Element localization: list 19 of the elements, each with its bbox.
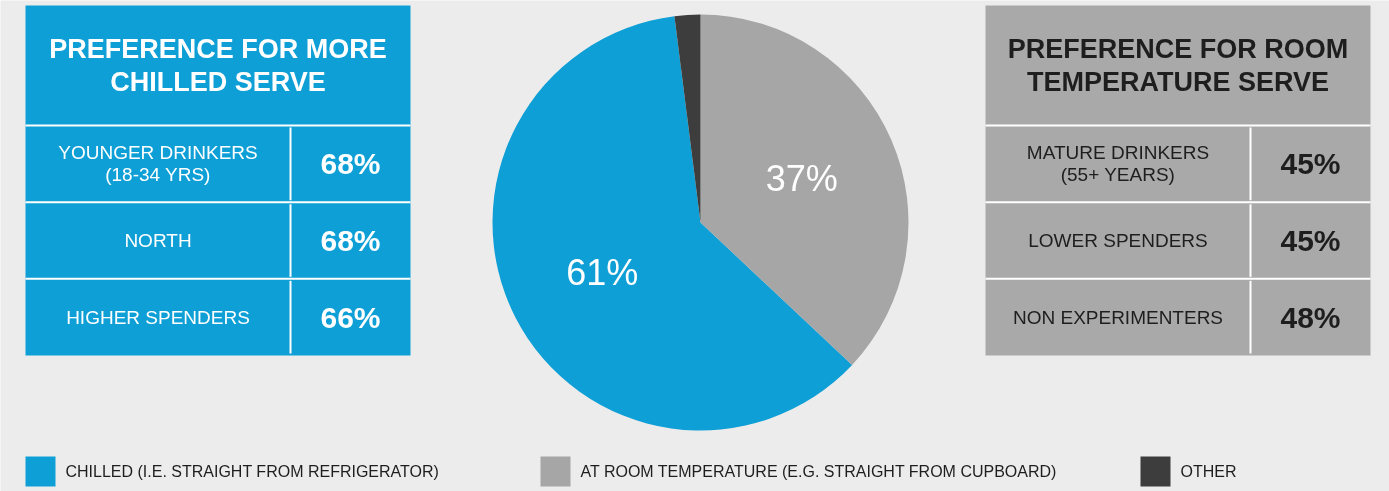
data-label: 61% bbox=[566, 252, 639, 294]
text: NON EXPERIMENTERS bbox=[1012, 306, 1224, 328]
text: 68% bbox=[320, 147, 381, 181]
text: LOWER SPENDERS bbox=[1028, 230, 1208, 251]
text: PREFERENCE FOR ROOM TEMPERATURE SERVE bbox=[1007, 34, 1349, 97]
text: YOUNGER DRINKERS (18-34 YRS) bbox=[58, 142, 258, 186]
text: 66% bbox=[320, 300, 381, 334]
data-label: 37% bbox=[765, 158, 838, 200]
text: 45% bbox=[1280, 147, 1341, 181]
text: MATURE DRINKERS (55+ YEARS) bbox=[1026, 142, 1210, 186]
text: HIGHER SPENDERS bbox=[66, 306, 250, 328]
text: 68% bbox=[320, 224, 381, 257]
text: 48% bbox=[1280, 300, 1341, 334]
legend-label: AT ROOM TEMPERATURE (E.G. STRAIGHT FROM CUPBOARD) bbox=[580, 463, 1057, 480]
text: NORTH bbox=[124, 230, 192, 251]
legend-label: CHILLED (I.E. STRAIGHT FROM REFRIGERATOR) bbox=[65, 463, 439, 480]
text: PREFERENCE FOR MORE CHILLED SERVE bbox=[49, 34, 387, 97]
text: 45% bbox=[1280, 224, 1341, 257]
legend-label: OTHER bbox=[1180, 463, 1237, 480]
